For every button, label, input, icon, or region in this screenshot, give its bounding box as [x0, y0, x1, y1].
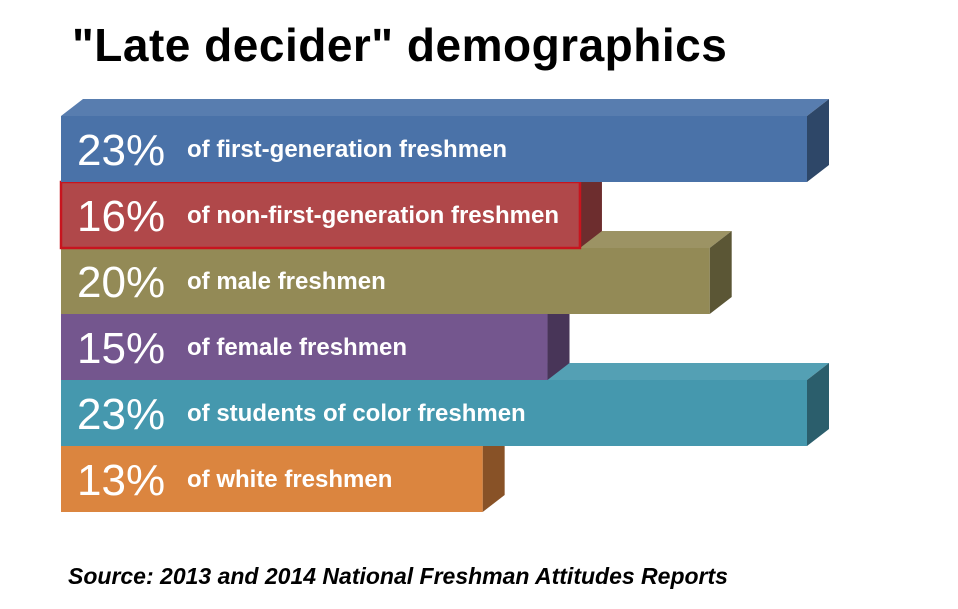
bar: [61, 116, 807, 182]
bar-category-label: of students of color freshmen: [187, 400, 526, 427]
bar: [61, 446, 483, 512]
bar-value-label: 13%: [77, 456, 165, 505]
bar-category-label: of male freshmen: [187, 268, 386, 295]
bar: [61, 314, 548, 380]
bar-value-label: 23%: [77, 390, 165, 439]
bar-side-face: [579, 165, 602, 248]
bar-group-1: 23% of first-generation freshmen: [61, 99, 829, 182]
bar: [59, 180, 582, 250]
bar-value-label: 15%: [77, 324, 165, 373]
bar-value-label: 20%: [77, 258, 165, 307]
bar-category-label: of non-first-generation freshmen: [187, 202, 559, 229]
source-note: Source: 2013 and 2014 National Freshman …: [68, 563, 728, 589]
bar-category-label: of female freshmen: [187, 334, 407, 361]
bar-top-face: [61, 99, 829, 116]
bar-side-face: [807, 99, 829, 182]
bar-value-label: 23%: [77, 126, 165, 175]
chart-title: "Late decider" demographics: [72, 19, 728, 71]
bar-value-label: 16%: [77, 192, 165, 241]
bar-side-face: [482, 429, 505, 512]
bar: [61, 248, 710, 314]
bar-side-face: [807, 363, 829, 446]
bar-side-face: [709, 231, 732, 314]
bar-category-label: of first-generation freshmen: [187, 136, 507, 163]
bar-side-face: [547, 297, 570, 380]
bar: [61, 380, 807, 446]
bar-category-label: of white freshmen: [187, 466, 392, 493]
bar-group-2: 16% of non-first-generation freshmen: [59, 165, 602, 250]
